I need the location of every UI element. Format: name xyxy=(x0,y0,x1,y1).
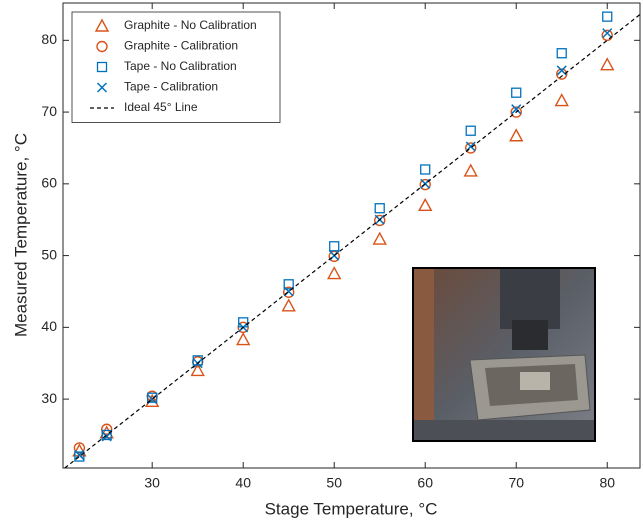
marker-x xyxy=(96,82,108,93)
legend-label: Tape - Calibration xyxy=(124,80,218,94)
marker-square xyxy=(420,164,431,175)
marker-square xyxy=(329,241,340,252)
x-tick-label: 80 xyxy=(599,475,615,491)
marker-triangle xyxy=(327,266,342,280)
marker-circle xyxy=(283,286,295,298)
marker-square xyxy=(374,203,385,214)
marker-triangle xyxy=(418,197,433,212)
marker-square xyxy=(465,125,476,136)
marker-x xyxy=(556,65,567,76)
legend: Graphite - No Calibration Graphite - Cali… xyxy=(71,11,281,123)
x-tick-label: 50 xyxy=(326,475,342,491)
marker-circle xyxy=(73,442,86,454)
y-tick-label: 80 xyxy=(41,31,57,47)
legend-label: Graphite - Calibration xyxy=(124,39,238,53)
marker-circle xyxy=(465,142,477,154)
marker-square xyxy=(147,392,158,403)
x-tick-label: 70 xyxy=(508,475,524,491)
x-tick-label: 30 xyxy=(144,475,160,491)
x-axis-title: Stage Temperature, °C xyxy=(265,499,438,518)
marker-circle xyxy=(510,106,522,118)
x-tick-label: 60 xyxy=(417,475,433,491)
legend-label: Ideal 45° Line xyxy=(124,100,198,114)
inset-photo xyxy=(412,267,596,442)
marker-triangle xyxy=(600,57,615,71)
marker-square xyxy=(283,279,294,290)
marker-circle xyxy=(601,29,613,41)
legend-label: Graphite - No Calibration xyxy=(124,18,257,32)
marker-triangle xyxy=(236,332,251,346)
y-tick-label: 70 xyxy=(41,103,57,119)
marker-circle xyxy=(419,178,431,191)
legend-label: Tape - No Calibration xyxy=(124,59,237,73)
marker-circle xyxy=(556,68,568,80)
marker-triangle xyxy=(281,298,296,312)
marker-square xyxy=(96,61,108,73)
y-axis-title: Measured Temperature, °C xyxy=(11,133,30,337)
y-tick-label: 60 xyxy=(41,175,57,191)
marker-square xyxy=(556,48,567,59)
marker-square xyxy=(192,355,203,366)
marker-triangle xyxy=(94,18,110,32)
marker-circle xyxy=(374,214,386,227)
marker-square xyxy=(74,451,85,462)
marker-triangle xyxy=(463,163,478,177)
marker-square xyxy=(602,11,613,22)
ideal-line xyxy=(64,14,641,469)
marker-square xyxy=(101,429,112,441)
marker-triangle xyxy=(372,231,387,245)
y-tick-label: 40 xyxy=(41,318,57,334)
marker-x xyxy=(602,28,613,39)
x-tick-label: 40 xyxy=(235,475,251,491)
y-tick-label: 50 xyxy=(41,246,57,262)
marker-x xyxy=(511,104,522,115)
marker-x xyxy=(101,431,112,442)
y-tick-label: 30 xyxy=(41,390,57,406)
marker-triangle xyxy=(509,128,524,142)
marker-circle xyxy=(100,423,113,435)
marker-triangle xyxy=(554,93,569,107)
marker-triangle xyxy=(190,362,205,377)
marker-circle xyxy=(96,40,108,53)
marker-square xyxy=(511,87,522,98)
marker-x xyxy=(465,141,476,152)
marker-x xyxy=(74,450,85,461)
